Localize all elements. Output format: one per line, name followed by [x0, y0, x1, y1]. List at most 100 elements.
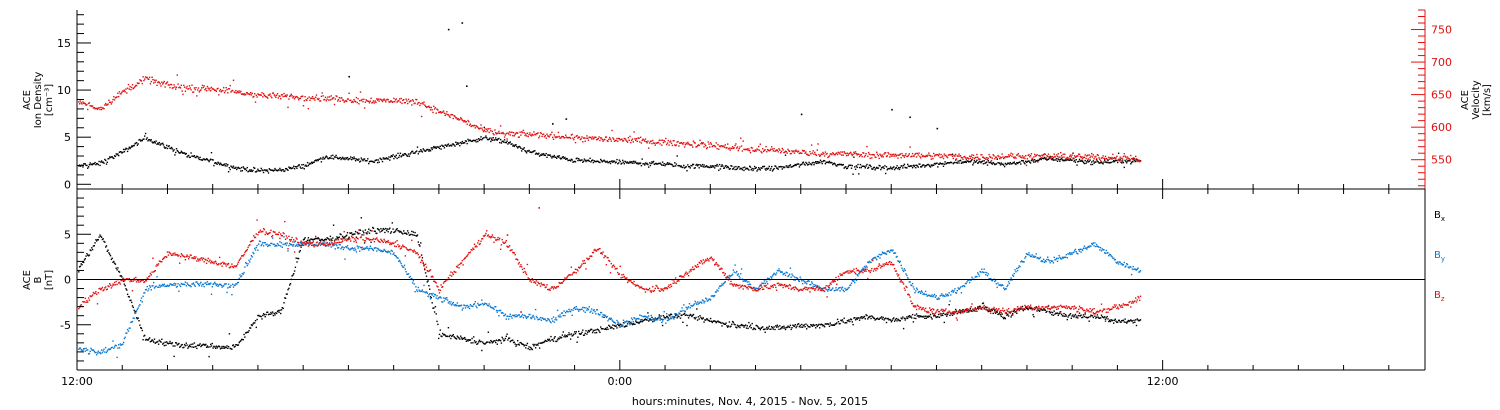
bx-point	[274, 314, 276, 316]
velocity-point	[845, 152, 847, 155]
velocity-point	[352, 101, 354, 103]
velocity-point	[803, 150, 805, 152]
ion-density-point	[240, 166, 243, 169]
by-point	[239, 274, 241, 276]
bx-point	[151, 339, 153, 341]
bx-point	[876, 318, 878, 320]
ion-density-point	[777, 168, 779, 170]
velocity-point	[353, 98, 355, 101]
ion-density-point	[514, 144, 516, 146]
bx-point	[525, 347, 527, 349]
bx-point	[797, 323, 799, 326]
velocity-point	[369, 100, 371, 102]
velocity-point	[600, 137, 602, 139]
bx-point	[391, 222, 393, 224]
ion-density-point	[114, 155, 117, 158]
velocity-point	[169, 86, 171, 89]
by-point	[848, 286, 850, 289]
by-point	[615, 324, 617, 326]
velocity-point	[1063, 156, 1065, 158]
ion-density-point	[131, 145, 134, 148]
ion-density-point	[1122, 161, 1125, 164]
by-point	[755, 287, 757, 289]
by-point	[657, 316, 660, 319]
by-point	[380, 250, 382, 253]
ion-density-point	[798, 166, 801, 168]
by-point	[530, 317, 532, 319]
by-point	[275, 245, 278, 247]
ion-density-point	[499, 141, 501, 144]
bx-point	[1080, 314, 1082, 316]
velocity-point	[319, 100, 322, 102]
velocity-point	[601, 138, 603, 141]
velocity-point	[436, 108, 438, 110]
bx-point	[227, 347, 229, 349]
ion-density-point	[468, 140, 470, 142]
bx-point	[514, 343, 516, 345]
ion-density-point	[397, 152, 399, 155]
ion-density-point	[411, 150, 413, 153]
ion-density-point	[952, 162, 954, 165]
velocity-point	[329, 99, 332, 101]
velocity-point	[662, 141, 665, 144]
ion-density-point	[1120, 161, 1122, 163]
by-point	[397, 257, 399, 259]
velocity-point	[687, 143, 690, 145]
velocity-point	[1117, 159, 1119, 162]
ion-density-point	[406, 155, 408, 157]
by-point	[82, 349, 84, 351]
ion-density-point	[670, 163, 672, 165]
velocity-point	[924, 156, 927, 158]
ion-density-point	[725, 165, 727, 167]
bx-point	[146, 339, 148, 341]
ion-density-point	[657, 162, 660, 165]
ion-density-point	[330, 155, 332, 157]
bx-point	[254, 320, 257, 322]
bx-point	[611, 327, 613, 329]
bx-point	[991, 309, 993, 312]
velocity-point	[1121, 157, 1123, 159]
bx-point	[311, 238, 313, 240]
bx-point	[726, 325, 728, 327]
ion-density-point	[322, 156, 324, 158]
bx-point	[463, 338, 465, 340]
ion-density-point	[714, 165, 717, 167]
by-point	[490, 306, 492, 308]
by-point	[228, 286, 231, 288]
bx-point	[994, 309, 996, 312]
by-point	[100, 349, 103, 351]
velocity-point	[1007, 154, 1010, 156]
ion-density-point	[951, 153, 954, 155]
velocity-point	[863, 152, 865, 154]
bx-point	[316, 237, 319, 240]
velocity-point	[839, 153, 841, 155]
bx-point	[836, 322, 838, 324]
by-point	[424, 291, 426, 293]
velocity-point	[341, 97, 343, 99]
velocity-point	[342, 99, 345, 101]
ion-density-point	[131, 145, 133, 147]
by-point	[99, 351, 101, 354]
by-point	[96, 354, 98, 356]
bx-point	[162, 343, 164, 345]
velocity-point	[701, 142, 703, 144]
velocity-point	[677, 140, 679, 143]
by-point	[841, 286, 844, 288]
velocity-point	[822, 151, 824, 154]
ion-density-point	[879, 165, 881, 167]
ion-density-point	[935, 162, 937, 165]
bx-point	[635, 321, 638, 323]
velocity-point	[207, 87, 209, 89]
velocity-point	[276, 93, 279, 95]
ion-density-point	[718, 169, 720, 171]
bx-point	[450, 337, 452, 340]
ion-density-point	[987, 160, 989, 162]
by-point	[217, 285, 219, 287]
bx-point	[273, 312, 275, 315]
ion-density-point	[688, 165, 691, 168]
ion-density-point	[682, 166, 684, 169]
bx-point	[207, 346, 209, 348]
ion-density-point	[1059, 160, 1061, 162]
velocity-tick-label: 550	[1431, 154, 1452, 167]
